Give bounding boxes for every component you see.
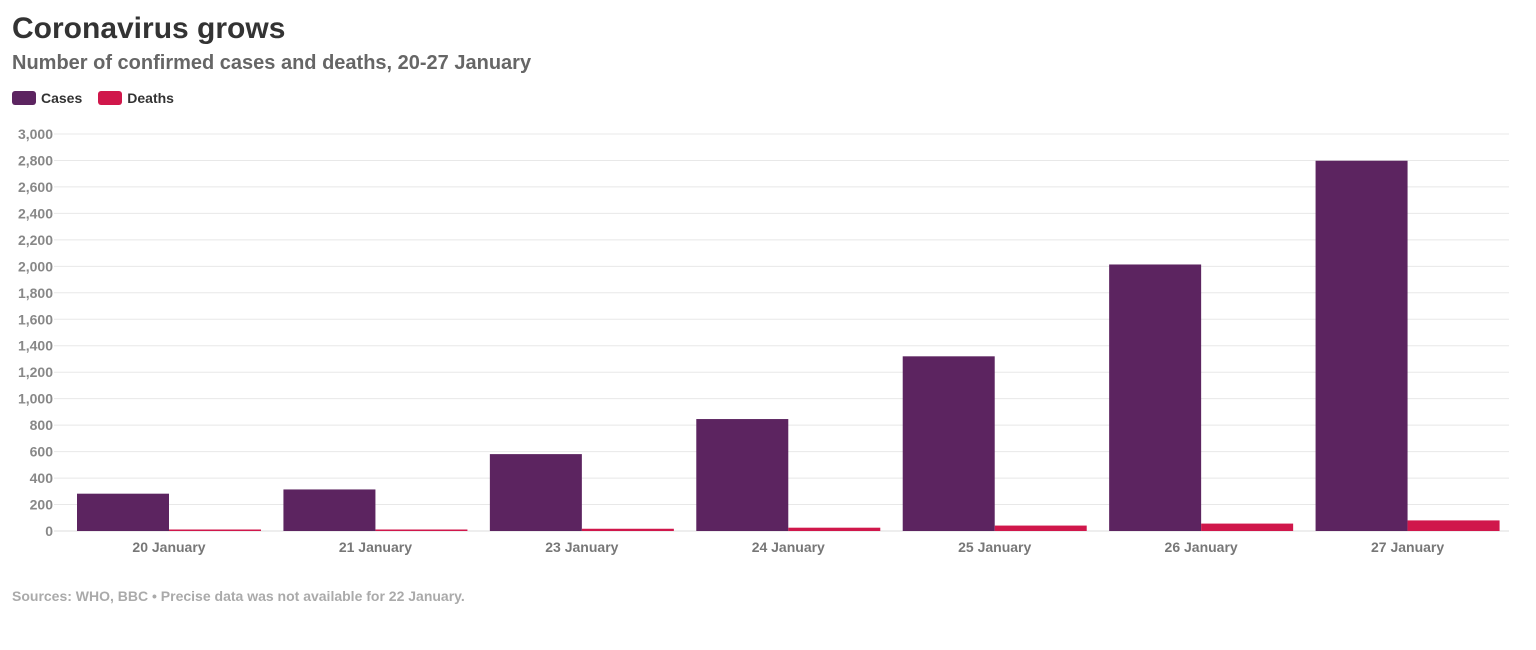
bar-cases <box>902 356 995 531</box>
bar-cases <box>77 493 169 531</box>
x-tick-label: 23 January <box>545 539 618 555</box>
y-tick-label: 1,200 <box>18 364 53 380</box>
chart-subtitle: Number of confirmed cases and deaths, 20… <box>12 52 532 74</box>
bar-deaths <box>169 529 261 531</box>
bar-deaths <box>1201 523 1294 531</box>
x-tick-label: 21 January <box>339 539 412 555</box>
y-tick-label: 400 <box>30 470 54 486</box>
y-tick-label: 2,800 <box>18 152 53 168</box>
y-tick-label: 2,400 <box>18 205 53 221</box>
bar-deaths <box>1407 520 1500 531</box>
chart-footer-source: Sources: WHO, BBC • Precise data was not… <box>12 588 465 604</box>
x-tick-label: 27 January <box>1371 539 1444 555</box>
bar-cases <box>696 419 789 531</box>
legend-item-deaths: Deaths <box>98 90 174 106</box>
legend-label-deaths: Deaths <box>127 90 174 106</box>
y-tick-label: 1,000 <box>18 391 53 407</box>
bar-cases <box>1315 160 1408 532</box>
bar-cases <box>283 489 376 531</box>
bar-cases <box>489 454 582 531</box>
y-tick-label: 1,400 <box>18 338 53 354</box>
y-tick-label: 200 <box>30 497 54 513</box>
y-tick-label: 1,800 <box>18 285 53 301</box>
y-tick-label: 2,600 <box>18 179 53 195</box>
chart-legend: Cases Deaths <box>12 90 190 106</box>
y-tick-label: 1,600 <box>18 311 53 327</box>
y-tick-label: 0 <box>45 523 53 539</box>
legend-label-cases: Cases <box>41 90 83 106</box>
bar-cases <box>1109 264 1202 531</box>
x-tick-label: 25 January <box>958 539 1031 555</box>
x-tick-label: 24 January <box>752 539 825 555</box>
y-tick-label: 3,000 <box>18 126 53 142</box>
bar-deaths <box>788 527 881 531</box>
y-tick-label: 600 <box>30 444 54 460</box>
legend-swatch-deaths <box>98 91 123 105</box>
bar-deaths <box>994 525 1087 531</box>
y-tick-label: 2,200 <box>18 232 53 248</box>
legend-item-cases: Cases <box>12 90 82 106</box>
x-tick-label: 26 January <box>1165 539 1238 555</box>
x-tick-label: 20 January <box>132 539 205 555</box>
bar-deaths <box>375 529 468 531</box>
legend-swatch-cases <box>12 91 36 105</box>
y-tick-label: 800 <box>30 417 54 433</box>
y-tick-label: 2,000 <box>18 258 53 274</box>
chart-title: Coronavirus grows <box>12 12 286 45</box>
bar-deaths <box>581 528 674 531</box>
